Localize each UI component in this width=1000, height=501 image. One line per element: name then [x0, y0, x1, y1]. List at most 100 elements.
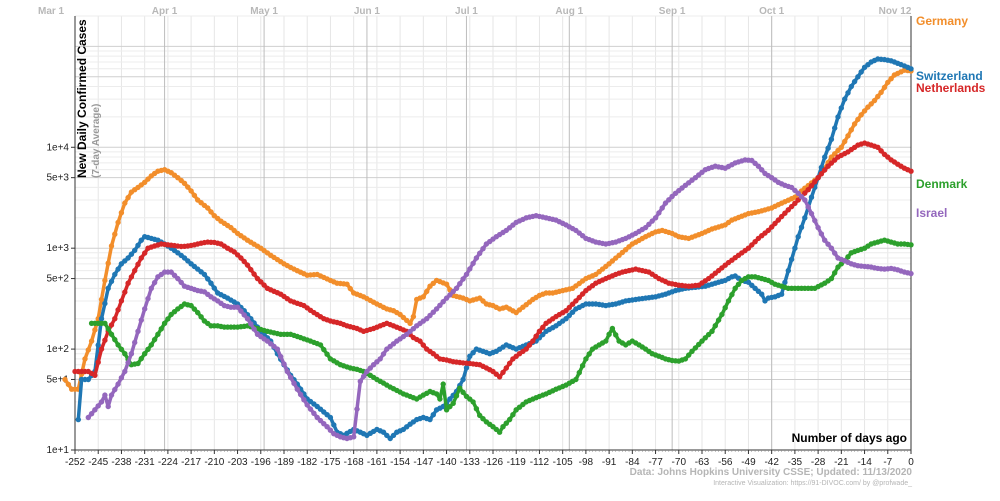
data-point [463, 271, 470, 278]
data-point [477, 412, 483, 419]
data-point [686, 352, 692, 358]
data-point [822, 154, 828, 160]
data-point [95, 359, 101, 365]
month-label: Nov 12 [879, 6, 912, 17]
data-point [317, 342, 324, 348]
data-point [251, 326, 257, 332]
data-point [185, 184, 191, 190]
data-point [297, 391, 304, 398]
data-point [128, 351, 135, 357]
x-tick-label: -217 [181, 457, 201, 468]
data-point [198, 314, 204, 320]
x-tick-label: -203 [228, 457, 248, 468]
data-point [251, 271, 257, 277]
data-point [470, 350, 476, 356]
data-point [138, 237, 144, 243]
legend-netherlands: Netherlands [916, 81, 986, 95]
data-point [868, 101, 874, 107]
data-point [759, 291, 765, 297]
visualization-credit: Interactive Visualization: https://91-DI… [713, 480, 912, 487]
data-point [453, 285, 460, 291]
x-tick-label: -14 [857, 457, 872, 468]
legend-germany: Germany [916, 14, 968, 28]
data-point [420, 342, 426, 348]
data-point [613, 332, 619, 338]
x-tick-label: -7 [883, 457, 892, 468]
data-point [709, 328, 715, 334]
data-point [735, 281, 742, 287]
data-point [785, 267, 791, 274]
data-point [248, 321, 254, 327]
series-germany [62, 67, 914, 392]
data-point [536, 328, 543, 334]
data-point [102, 392, 108, 398]
data-point [424, 288, 430, 295]
data-point [798, 194, 805, 200]
data-point [473, 255, 480, 261]
data-point [148, 285, 154, 291]
data-point [115, 219, 121, 226]
data-point [656, 210, 662, 216]
data-point [908, 168, 914, 174]
data-point [122, 368, 128, 375]
data-point [92, 407, 98, 413]
data-point [360, 373, 367, 380]
data-point [579, 363, 586, 369]
y-tick-label: 1e+3 [46, 243, 69, 254]
x-tick-label: -63 [695, 457, 710, 468]
data-point [576, 294, 582, 301]
x-tick-label: -175 [320, 457, 340, 468]
data-point [808, 183, 815, 189]
data-point [871, 97, 878, 104]
data-point [795, 190, 801, 196]
data-point [354, 406, 360, 412]
data-point [195, 309, 201, 316]
data-point [440, 299, 446, 305]
data-point [181, 180, 188, 186]
data-point [125, 359, 131, 366]
data-point [191, 192, 198, 199]
data-source-note: Data: Johns Hopkins University CSSE; Upd… [630, 467, 913, 478]
data-point [802, 215, 808, 221]
data-point [759, 167, 765, 173]
data-point [822, 237, 828, 243]
data-point [467, 353, 473, 359]
month-label: Jul 1 [455, 6, 478, 17]
data-point [142, 351, 148, 357]
data-point [573, 298, 579, 304]
data-point [201, 271, 208, 278]
month-label: Mar 1 [38, 6, 65, 17]
x-tick-label: -133 [460, 457, 480, 468]
data-point [812, 179, 818, 185]
data-point [274, 346, 281, 352]
month-label: Oct 1 [759, 6, 784, 17]
data-point [662, 200, 669, 206]
data-point [460, 376, 466, 383]
data-point [828, 275, 835, 282]
x-tick-label: -28 [811, 457, 826, 468]
data-point [125, 255, 131, 261]
data-point [132, 339, 138, 346]
series-group [62, 56, 914, 442]
data-point [815, 224, 821, 231]
month-label: May 1 [250, 6, 278, 17]
data-point [85, 347, 92, 353]
data-point [437, 396, 443, 402]
data-point [165, 316, 171, 322]
month-label: Apr 1 [152, 6, 178, 17]
data-point [108, 322, 115, 328]
data-point [145, 295, 151, 302]
data-point [533, 333, 539, 339]
data-point [437, 302, 443, 308]
data-point [825, 145, 831, 151]
data-point [828, 245, 835, 251]
data-point [682, 356, 689, 362]
data-point [788, 203, 795, 210]
month-label: Aug 1 [555, 6, 583, 17]
data-point [460, 276, 466, 282]
data-point [311, 410, 317, 416]
data-point [433, 306, 440, 312]
data-point [838, 105, 844, 111]
data-point [244, 316, 251, 322]
x-tick-label: -77 [648, 457, 663, 468]
